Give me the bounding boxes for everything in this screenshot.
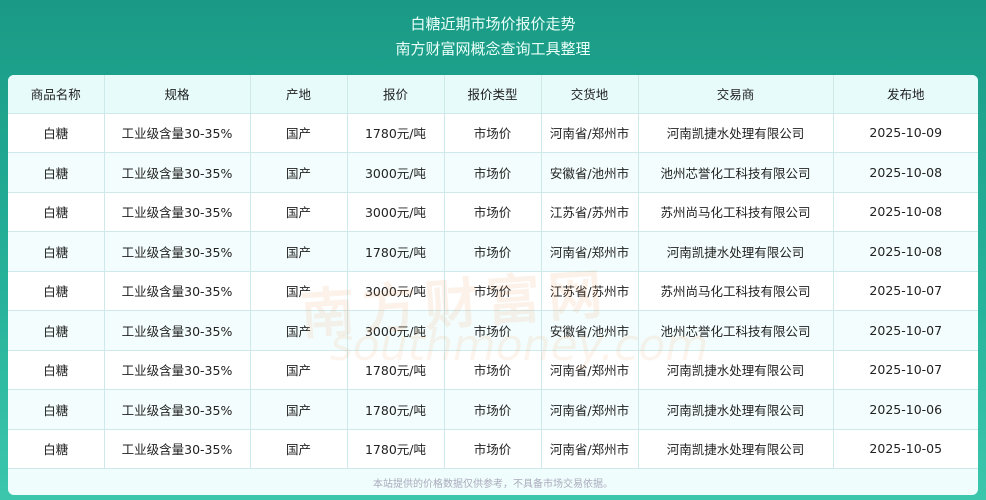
table-cell: 2025-10-07 <box>833 350 978 390</box>
table-cell: 市场价 <box>444 429 542 469</box>
table-cell: 工业级含量30-35% <box>104 271 251 311</box>
table-cell: 工业级含量30-35% <box>104 429 251 469</box>
table-cell: 国产 <box>250 231 348 272</box>
table-cell: 工业级含量30-35% <box>104 113 251 153</box>
column-header: 发布地 <box>833 75 978 114</box>
table-cell: 市场价 <box>444 152 542 193</box>
table-cell: 国产 <box>250 271 348 311</box>
table-cell: 白糖 <box>8 350 105 390</box>
table-cell: 3000元/吨 <box>347 152 445 193</box>
column-header: 规格 <box>104 75 251 114</box>
table-cell: 河南省/郑州市 <box>541 231 639 272</box>
table-cell: 河南凯捷水处理有限公司 <box>638 429 834 469</box>
table-cell: 白糖 <box>8 192 105 232</box>
table-cell: 苏州尚马化工科技有限公司 <box>638 192 834 232</box>
table-cell: 河南省/郑州市 <box>541 389 639 430</box>
table-row: 白糖 工业级含量30-35% 国产 1780元/吨 市场价 河南省/郑州市 河南凯捷水处理有… <box>8 350 978 390</box>
column-header: 报价类型 <box>444 75 542 114</box>
page-header: 白糖近期市场价报价走势 南方财富网概念查询工具整理 <box>0 12 986 62</box>
table-cell: 1780元/吨 <box>347 231 445 272</box>
table-cell: 工业级含量30-35% <box>104 350 251 390</box>
table-cell: 市场价 <box>444 389 542 430</box>
table-cell: 河南省/郑州市 <box>541 429 639 469</box>
table-cell: 工业级含量30-35% <box>104 310 251 351</box>
table-row: 白糖 工业级含量30-35% 国产 3000元/吨 市场价 江苏省/苏州市 苏州尚马化工科技… <box>8 192 978 232</box>
table-cell: 白糖 <box>8 310 105 351</box>
table-cell: 国产 <box>250 152 348 193</box>
table-row: 白糖 工业级含量30-35% 国产 1780元/吨 市场价 河南省/郑州市 河南凯捷水处理有… <box>8 429 978 469</box>
table-cell: 国产 <box>250 429 348 469</box>
table-cell: 白糖 <box>8 389 105 430</box>
table-row: 白糖 工业级含量30-35% 国产 3000元/吨 市场价 安徽省/池州市 池州芯誉化工科技… <box>8 310 978 351</box>
table-cell: 市场价 <box>444 310 542 351</box>
table-cell: 国产 <box>250 113 348 153</box>
table-cell: 2025-10-08 <box>833 152 978 193</box>
table-cell: 白糖 <box>8 429 105 469</box>
table-cell: 工业级含量30-35% <box>104 192 251 232</box>
table-cell: 安徽省/池州市 <box>541 152 639 193</box>
table-cell: 河南凯捷水处理有限公司 <box>638 350 834 390</box>
table-cell: 市场价 <box>444 350 542 390</box>
table-cell: 1780元/吨 <box>347 113 445 153</box>
disclaimer: 本站提供的价格数据仅供参考，不具备市场交易依据。 <box>373 479 613 490</box>
table-cell: 池州芯誉化工科技有限公司 <box>638 152 834 193</box>
table-cell: 工业级含量30-35% <box>104 389 251 430</box>
table-cell: 江苏省/苏州市 <box>541 192 639 232</box>
column-header: 报价 <box>347 75 445 114</box>
table-cell: 国产 <box>250 310 348 351</box>
column-header: 商品名称 <box>8 75 105 114</box>
table-cell: 3000元/吨 <box>347 271 445 311</box>
table-cell: 河南凯捷水处理有限公司 <box>638 231 834 272</box>
price-table: 商品名称 规格 产地 报价 报价类型 交货地 交易商 发布地 白糖 工业级含量30-35% 国产 1… <box>8 75 978 469</box>
table-cell: 工业级含量30-35% <box>104 231 251 272</box>
table-cell: 2025-10-07 <box>833 310 978 351</box>
column-header: 交货地 <box>541 75 639 114</box>
table-cell: 3000元/吨 <box>347 192 445 232</box>
table-cell: 工业级含量30-35% <box>104 152 251 193</box>
table-header-row: 商品名称 规格 产地 报价 报价类型 交货地 交易商 发布地 <box>8 75 978 114</box>
table-cell: 白糖 <box>8 271 105 311</box>
column-header: 交易商 <box>638 75 834 114</box>
table-cell: 1780元/吨 <box>347 429 445 469</box>
table-cell: 市场价 <box>444 192 542 232</box>
table-cell: 江苏省/苏州市 <box>541 271 639 311</box>
column-header: 产地 <box>250 75 348 114</box>
price-table-card: 商品名称 规格 产地 报价 报价类型 交货地 交易商 发布地 白糖 工业级含量30-35% 国产 1… <box>8 75 978 495</box>
table-cell: 白糖 <box>8 113 105 153</box>
table-cell: 市场价 <box>444 113 542 153</box>
table-row: 白糖 工业级含量30-35% 国产 1780元/吨 市场价 河南省/郑州市 河南凯捷水处理有… <box>8 231 978 272</box>
page-title: 白糖近期市场价报价走势 <box>410 15 576 33</box>
table-cell: 白糖 <box>8 231 105 272</box>
table-cell: 苏州尚马化工科技有限公司 <box>638 271 834 311</box>
table-cell: 白糖 <box>8 152 105 193</box>
table-cell: 2025-10-08 <box>833 231 978 272</box>
table-cell: 国产 <box>250 350 348 390</box>
table-cell: 2025-10-08 <box>833 192 978 232</box>
table-cell: 3000元/吨 <box>347 310 445 351</box>
table-cell: 池州芯誉化工科技有限公司 <box>638 310 834 351</box>
table-row: 白糖 工业级含量30-35% 国产 3000元/吨 市场价 江苏省/苏州市 苏州尚马化工科技… <box>8 271 978 311</box>
table-cell: 河南凯捷水处理有限公司 <box>638 389 834 430</box>
table-cell: 1780元/吨 <box>347 389 445 430</box>
table-cell: 国产 <box>250 192 348 232</box>
table-cell: 国产 <box>250 389 348 430</box>
table-cell: 市场价 <box>444 231 542 272</box>
table-row: 白糖 工业级含量30-35% 国产 1780元/吨 市场价 河南省/郑州市 河南凯捷水处理有… <box>8 113 978 153</box>
table-cell: 河南省/郑州市 <box>541 350 639 390</box>
table-cell: 安徽省/池州市 <box>541 310 639 351</box>
table-cell: 2025-10-06 <box>833 389 978 430</box>
table-cell: 1780元/吨 <box>347 350 445 390</box>
table-cell: 河南省/郑州市 <box>541 113 639 153</box>
table-row: 白糖 工业级含量30-35% 国产 3000元/吨 市场价 安徽省/池州市 池州芯誉化工科技… <box>8 152 978 193</box>
table-cell: 河南凯捷水处理有限公司 <box>638 113 834 153</box>
table-cell: 2025-10-09 <box>833 113 978 153</box>
table-cell: 市场价 <box>444 271 542 311</box>
table-cell: 2025-10-07 <box>833 271 978 311</box>
table-row: 白糖 工业级含量30-35% 国产 1780元/吨 市场价 河南省/郑州市 河南凯捷水处理有… <box>8 389 978 430</box>
page-subtitle: 南方财富网概念查询工具整理 <box>395 40 591 58</box>
table-cell: 2025-10-05 <box>833 429 978 469</box>
